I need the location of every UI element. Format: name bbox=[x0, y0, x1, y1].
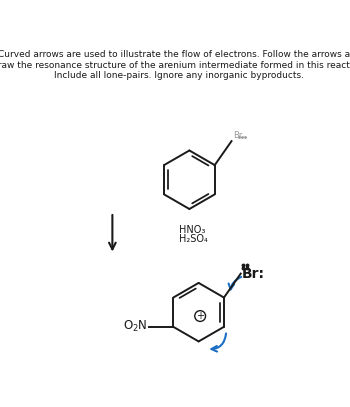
FancyArrowPatch shape bbox=[211, 333, 226, 352]
Text: +: + bbox=[196, 311, 204, 321]
Text: Curved arrows are used to illustrate the flow of electrons. Follow the arrows an: Curved arrows are used to illustrate the… bbox=[0, 50, 350, 80]
Text: Br: Br bbox=[233, 131, 243, 140]
FancyArrowPatch shape bbox=[229, 277, 241, 289]
Text: HNO₃: HNO₃ bbox=[179, 225, 206, 235]
Text: Br:: Br: bbox=[241, 267, 265, 281]
Text: O$_2$N: O$_2$N bbox=[122, 319, 147, 335]
Text: H₂SO₄: H₂SO₄ bbox=[179, 234, 208, 244]
